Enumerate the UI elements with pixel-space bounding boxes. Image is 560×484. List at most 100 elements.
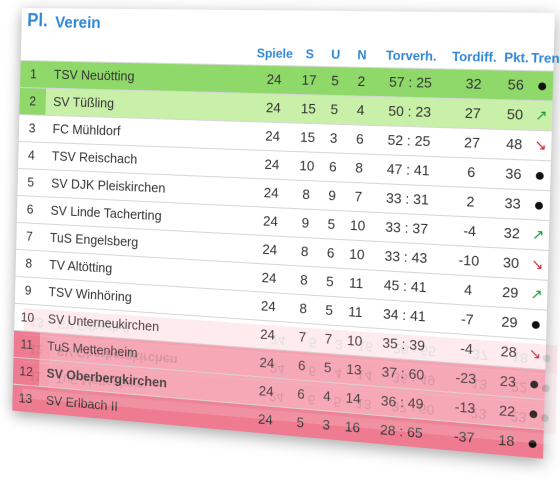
punkte-cell: 29 <box>501 313 518 331</box>
unentschieden-cell: 9 <box>328 187 337 204</box>
torverh-cell: 36 : 49 <box>380 392 424 413</box>
tordiff-cell: -7 <box>460 310 474 328</box>
spiele-cell: 24 <box>265 99 281 116</box>
team-name: SV Unterneukirchen <box>47 311 160 335</box>
siege-cell: 17 <box>301 71 317 89</box>
tordiff-cell: 6 <box>467 163 476 181</box>
punkte-header: Pkt. <box>503 49 530 66</box>
punkte-cell: 50 <box>506 105 524 123</box>
team-name: TSV Winhöring <box>48 284 132 305</box>
siege-cell: 7 <box>298 328 307 346</box>
team-name: TSV Neuötting <box>53 66 135 84</box>
punkte-cell: 36 <box>505 165 522 183</box>
team-name: TuS Engelsberg <box>49 229 139 250</box>
niederlagen-cell: 4 <box>356 101 365 119</box>
niederlagen-cell: 14 <box>345 389 362 407</box>
siege-cell: 8 <box>299 300 308 317</box>
unentschieden-header: U <box>331 47 341 63</box>
torverh-cell: 33 : 43 <box>384 247 428 267</box>
siege-cell: 8 <box>300 243 309 260</box>
torverh-header: Torverh. <box>385 47 437 64</box>
trend-up-icon: ↗ <box>534 106 548 124</box>
team-name: SV Oberbergkirchen <box>46 365 168 391</box>
spiele-cell: 24 <box>260 326 276 343</box>
team-name: TuS Mettenheim <box>47 338 138 361</box>
rank-cell: 3 <box>28 120 36 136</box>
torverh-cell: 37 : 60 <box>381 363 425 384</box>
trend-steady-icon <box>522 374 545 392</box>
spiele-cell: 24 <box>260 297 276 315</box>
trend-steady-icon <box>521 434 544 453</box>
team-name: SV Linde Tacherting <box>50 202 162 224</box>
tordiff-cell: -4 <box>460 340 474 358</box>
trend-down-icon: ↘ <box>528 344 542 363</box>
rank-cell: 2 <box>29 93 37 109</box>
unentschieden-cell: 5 <box>327 215 336 233</box>
unentschieden-cell: 6 <box>326 244 335 261</box>
rank-cell: 1 <box>29 66 37 82</box>
unentschieden-cell: 5 <box>325 301 334 319</box>
rank-cell: 10 <box>20 309 35 326</box>
unentschieden-cell: 5 <box>325 273 334 290</box>
rank-cell: 13 <box>18 390 33 407</box>
punkte-cell: 56 <box>507 76 525 94</box>
spiele-cell: 24 <box>263 184 279 201</box>
torverh-cell: 47 : 41 <box>386 160 430 179</box>
team-name: TV Altötting <box>49 256 113 276</box>
spiele-cell: 24 <box>258 382 274 400</box>
league-table: Pl. Verein Spiele S U N Torverh. Tordiff… <box>12 8 560 459</box>
niederlagen-cell: 11 <box>348 303 363 321</box>
niederlagen-cell: 8 <box>355 159 364 176</box>
niederlagen-cell: 2 <box>357 73 366 90</box>
trend-up-icon: ↗ <box>530 285 543 303</box>
niederlagen-cell: 10 <box>349 217 366 234</box>
team-name: FC Mühldorf <box>52 121 121 139</box>
team-name: SV Erlbach II <box>45 392 119 414</box>
tordiff-header: Tordiff. <box>451 48 497 66</box>
niederlagen-cell: 11 <box>348 274 364 292</box>
torverh-cell: 45 : 41 <box>383 276 427 296</box>
niederlagen-cell: 10 <box>346 332 363 350</box>
rank-cell: 11 <box>20 336 34 353</box>
siege-cell: 15 <box>299 128 316 146</box>
siege-cell: 6 <box>297 357 306 374</box>
punkte-cell: 29 <box>501 283 519 302</box>
tordiff-cell: -10 <box>458 251 480 270</box>
team-name: TSV Reischach <box>51 148 138 167</box>
verein-column-header: Verein <box>54 14 101 33</box>
tordiff-cell: -37 <box>453 427 475 446</box>
rank-cell: 7 <box>25 228 33 244</box>
unentschieden-cell: 3 <box>329 129 338 147</box>
siege-cell: 15 <box>300 100 317 117</box>
unentschieden-cell: 5 <box>330 101 339 118</box>
niederlagen-cell: 10 <box>349 245 365 263</box>
punkte-cell: 28 <box>500 342 517 361</box>
trend-up-icon: ↗ <box>531 225 545 244</box>
siege-cell: 6 <box>297 385 305 403</box>
niederlagen-header: N <box>357 47 367 63</box>
niederlagen-cell: 13 <box>346 360 362 379</box>
punkte-cell: 48 <box>505 135 523 153</box>
trend-down-icon: ↘ <box>531 255 544 273</box>
unentschieden-cell: 3 <box>322 416 331 434</box>
rank-cell: 12 <box>19 363 34 380</box>
tordiff-cell: -23 <box>455 369 477 388</box>
trend-steady-icon <box>527 196 550 214</box>
siege-cell: 8 <box>299 271 308 289</box>
trend-steady-icon <box>530 77 553 94</box>
siege-cell: 9 <box>301 214 310 231</box>
tordiff-cell: -13 <box>454 398 476 417</box>
tordiff-cell: 27 <box>464 104 482 122</box>
punkte-cell: 18 <box>498 431 515 450</box>
team-name: SV DJK Pleiskirchen <box>51 175 166 196</box>
torverh-cell: 34 : 41 <box>382 305 426 325</box>
team-name: SV Tüßling <box>53 93 115 111</box>
torverh-cell: 33 : 31 <box>385 189 430 208</box>
tordiff-cell: 4 <box>463 281 473 299</box>
rank-cell: 5 <box>27 174 35 190</box>
punkte-cell: 23 <box>499 372 517 391</box>
spiele-cell: 24 <box>265 127 281 145</box>
tordiff-cell: -4 <box>463 222 477 240</box>
rank-cell: 9 <box>24 282 32 298</box>
